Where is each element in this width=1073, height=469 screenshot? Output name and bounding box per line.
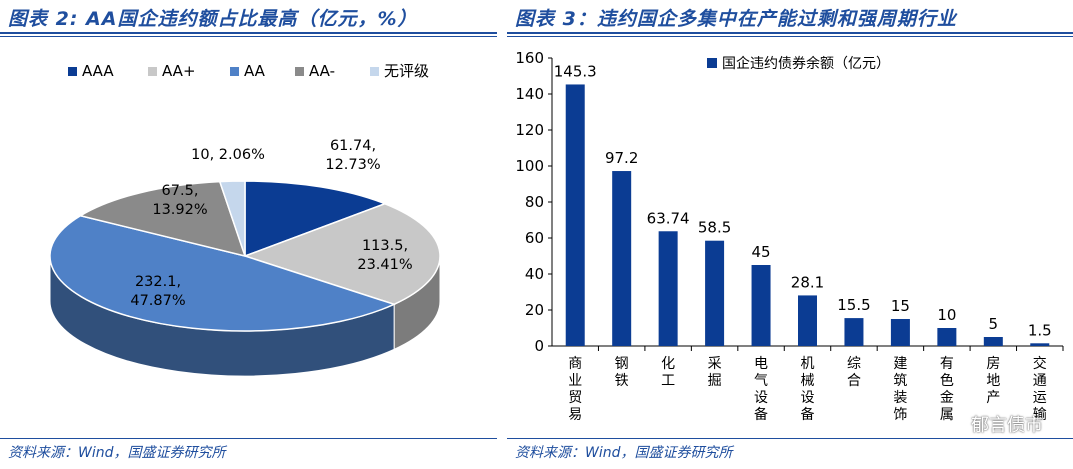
bar-data-label-6: 15.5	[837, 296, 870, 314]
legend-label-0: AAA	[82, 62, 114, 80]
pie-data-label-1-1: 23.41%	[357, 257, 412, 273]
legend-swatch-0	[68, 67, 77, 76]
watermark-text: 郁言债市	[971, 415, 1043, 436]
legend-label-3: AA-	[309, 62, 335, 80]
pie-data-label-3-1: 13.92%	[152, 202, 207, 218]
left-title-rule	[0, 32, 497, 34]
left-figure-title: 图表 2: AA国企违约额占比最高（亿元，%）	[8, 8, 418, 30]
y-tick-label-1: 20	[525, 301, 544, 319]
bar-data-label-10: 1.5	[1028, 321, 1052, 339]
y-tick-label-6: 120	[515, 121, 544, 139]
right-title-rule	[507, 32, 1073, 34]
bar-6	[844, 318, 864, 346]
x-tick-label-2: 化工	[661, 356, 675, 389]
x-tick-label-9: 房地产	[986, 356, 1000, 406]
bar-data-label-2: 63.74	[647, 209, 690, 227]
legend-label-4: 无评级	[384, 62, 429, 80]
x-tick-label-1: 钢铁	[615, 356, 629, 389]
y-tick-label-5: 100	[515, 157, 544, 175]
x-tick-label-8: 有色金属	[940, 356, 954, 423]
left-panel: 图表 2: AA国企违约额占比最高（亿元，%） AAA AA+ AA AA- 无评级 61…	[0, 0, 497, 469]
pie-slice-AA	[49, 214, 397, 332]
bar-data-label-5: 28.1	[791, 273, 824, 291]
bar-9	[983, 337, 1003, 346]
bar-data-label-0: 145.3	[554, 62, 597, 80]
y-tick-label-3: 60	[525, 229, 544, 247]
pie-data-label-4-0: 10, 2.06%	[191, 147, 265, 163]
pie-data-label-2-1: 47.87%	[130, 293, 185, 309]
bar-3	[705, 240, 725, 346]
bar-chart: 0 20 40 60 80 100 120 140 160 国企违约债券余额（亿元） 145.3 商业…	[515, 49, 1064, 423]
legend-label: 国企违约债券余额（亿元）	[722, 55, 890, 72]
pie-data-label-2-0: 232.1,	[135, 274, 181, 290]
legend-swatch-3	[295, 67, 304, 76]
y-tick-label-4: 80	[525, 193, 544, 211]
bar-data-label-1: 97.2	[605, 149, 638, 167]
y-tick-label-8: 160	[515, 49, 544, 67]
pie-chart: AAA AA+ AA AA- 无评级 61.74, 12.73% 113.5, 23.41% 23…	[49, 62, 441, 377]
pie-data-label-0-1: 12.73%	[325, 157, 380, 173]
bar-7	[890, 319, 910, 346]
pie-data-label-3-0: 67.5,	[162, 183, 199, 199]
bar-data-label-3: 58.5	[698, 219, 731, 237]
right-source-note: 资料来源：Wind，国盛证券研究所	[515, 445, 733, 461]
pie-slice-AAA	[244, 180, 387, 258]
right-title-rule-thin	[507, 36, 1073, 37]
legend-swatch-4	[370, 67, 379, 76]
bar-4	[751, 265, 771, 346]
left-footer-rule	[0, 438, 497, 439]
right-footer-rule	[507, 438, 1073, 439]
legend-label-1: AA+	[162, 62, 196, 80]
left-source-note: 资料来源：Wind，国盛证券研究所	[8, 445, 226, 461]
legend-swatch	[707, 58, 717, 68]
bar-0	[565, 84, 585, 347]
left-title-rule-thin	[0, 36, 497, 37]
bar-data-label-9: 5	[989, 315, 999, 333]
y-tick-label-7: 140	[515, 85, 544, 103]
legend-swatch-1	[148, 67, 157, 76]
legend-swatch-2	[230, 67, 239, 76]
x-tick-label-4: 电气设备	[754, 356, 768, 423]
y-tick-label-0: 0	[534, 337, 544, 355]
bar-5	[798, 295, 817, 346]
x-tick-label-10: 交通运输	[1033, 355, 1047, 423]
right-figure-title: 图表 3：违约国企多集中在产能过剩和强周期行业	[515, 8, 957, 30]
bar-data-label-7: 15	[891, 297, 910, 315]
pie-slice-无评级	[218, 180, 246, 257]
x-tick-label-7: 建筑装饰	[893, 356, 907, 423]
x-tick-label-0: 商业贸易	[568, 356, 582, 423]
pie-slice-AA-	[78, 180, 247, 258]
bar-1	[612, 171, 632, 346]
bar-8	[937, 328, 957, 346]
bar-2	[658, 231, 678, 346]
pie-top	[49, 180, 441, 332]
bar-data-label-8: 10	[937, 306, 956, 324]
right-panel: 图表 3：违约国企多集中在产能过剩和强周期行业 0 20 40 60 80 100 120 1…	[507, 0, 1073, 469]
y-tick-label-2: 40	[525, 265, 544, 283]
legend-label-2: AA	[244, 62, 266, 80]
bar-10	[1030, 343, 1050, 346]
x-tick-label-5: 机械设备	[801, 356, 815, 423]
pie-slice-AA+	[242, 202, 441, 306]
x-tick-label-6: 综合	[847, 356, 861, 389]
bar-data-label-4: 45	[751, 243, 770, 261]
pie-data-label-0-0: 61.74,	[330, 138, 376, 154]
pie-data-label-1-0: 113.5,	[362, 238, 408, 254]
x-tick-label-3: 采掘	[708, 356, 722, 389]
